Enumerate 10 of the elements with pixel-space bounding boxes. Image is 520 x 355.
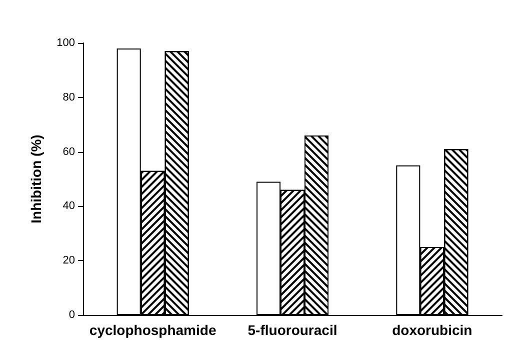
- y-axis-title: Inhibition (%): [28, 134, 44, 224]
- y-tick-label: 100: [56, 37, 75, 49]
- y-tick-label: 80: [62, 91, 75, 104]
- x-tick-label: 5-fluorouracil: [248, 322, 338, 338]
- x-tick-label: doxorubicin: [392, 322, 472, 338]
- y-tick-label: 40: [62, 200, 75, 212]
- y-tick-label: 60: [62, 146, 75, 158]
- y-tick-label: 20: [62, 254, 75, 267]
- y-tick-label: 0: [68, 309, 75, 321]
- x-tick-label: cyclophosphamide: [89, 322, 216, 338]
